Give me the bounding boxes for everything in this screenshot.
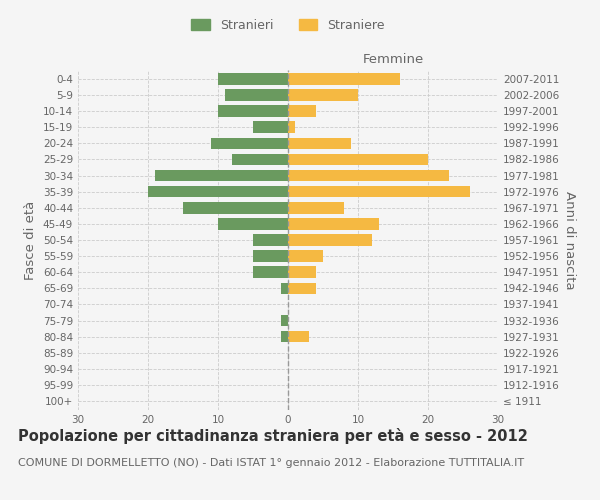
Bar — [288, 266, 316, 278]
Bar — [288, 89, 358, 101]
Bar — [232, 154, 288, 165]
Bar — [155, 170, 288, 181]
Text: Popolazione per cittadinanza straniera per età e sesso - 2012: Popolazione per cittadinanza straniera p… — [18, 428, 528, 444]
Text: COMUNE DI DORMELLETTO (NO) - Dati ISTAT 1° gennaio 2012 - Elaborazione TUTTITALI: COMUNE DI DORMELLETTO (NO) - Dati ISTAT … — [18, 458, 524, 468]
Bar — [288, 138, 351, 149]
Bar — [148, 186, 288, 198]
Bar — [288, 122, 295, 133]
Bar — [288, 73, 400, 85]
Bar — [218, 218, 288, 230]
Bar — [288, 218, 379, 230]
Bar — [288, 282, 316, 294]
Bar — [288, 106, 316, 117]
Bar — [281, 315, 288, 326]
Bar — [225, 89, 288, 101]
Bar — [288, 170, 449, 181]
Bar — [288, 202, 344, 213]
Y-axis label: Anni di nascita: Anni di nascita — [563, 190, 576, 290]
Bar — [253, 250, 288, 262]
Bar — [253, 234, 288, 246]
Bar — [281, 331, 288, 342]
Bar — [288, 234, 372, 246]
Bar — [281, 282, 288, 294]
Bar — [288, 154, 428, 165]
Bar — [218, 106, 288, 117]
Bar — [288, 186, 470, 198]
Y-axis label: Fasce di età: Fasce di età — [25, 200, 37, 280]
Bar — [288, 250, 323, 262]
Bar — [288, 331, 309, 342]
Text: Femmine: Femmine — [362, 53, 424, 66]
Bar — [218, 73, 288, 85]
Legend: Stranieri, Straniere: Stranieri, Straniere — [191, 18, 385, 32]
Bar — [253, 122, 288, 133]
Bar — [183, 202, 288, 213]
Bar — [253, 266, 288, 278]
Bar — [211, 138, 288, 149]
